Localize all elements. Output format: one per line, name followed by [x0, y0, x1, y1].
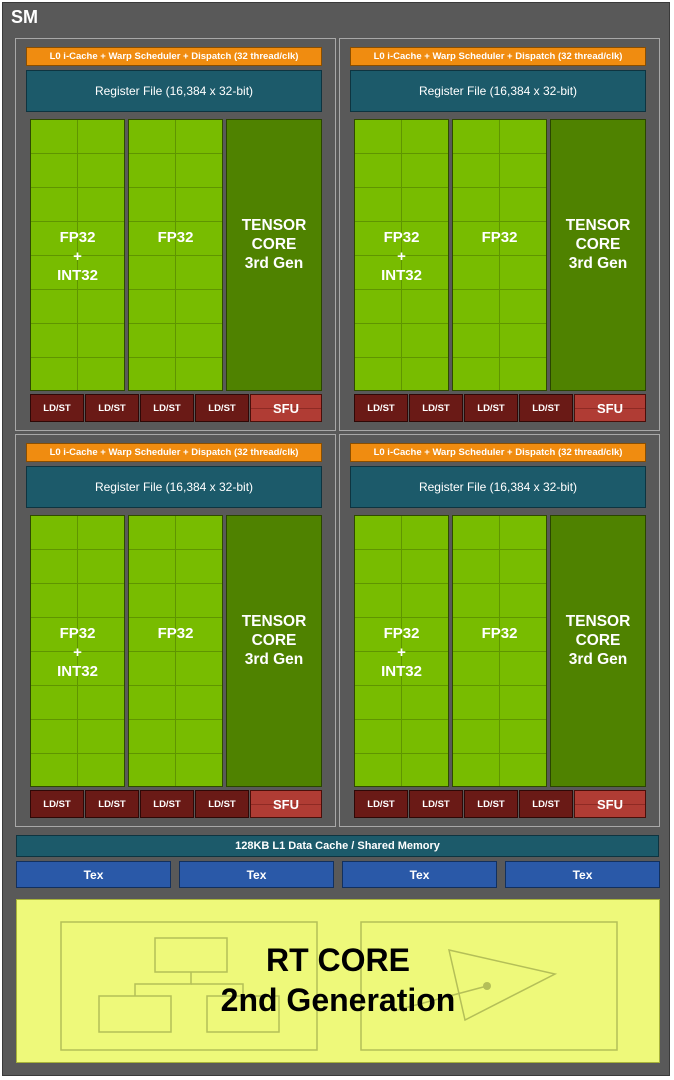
ldst-unit: LD/ST	[30, 394, 84, 422]
fp32-int32-core: FP32 + INT32	[30, 119, 125, 391]
processing-block-1: L0 i-Cache + Warp Scheduler + Dispatch (…	[15, 38, 336, 431]
ldst-unit: LD/ST	[519, 394, 573, 422]
intersection-panel-outline	[360, 921, 618, 1051]
register-file: Register File (16,384 x 32-bit)	[26, 70, 322, 112]
dispatch-unit: L0 i-Cache + Warp Scheduler + Dispatch (…	[26, 47, 322, 66]
rt-core-label: RT CORE 2nd Generation	[220, 942, 456, 1018]
dispatch-unit: L0 i-Cache + Warp Scheduler + Dispatch (…	[26, 443, 322, 462]
dispatch-unit: L0 i-Cache + Warp Scheduler + Dispatch (…	[350, 443, 646, 462]
ldst-unit: LD/ST	[354, 394, 408, 422]
tex-unit: Tex	[505, 861, 660, 888]
fp32-label: FP32	[157, 229, 194, 246]
ldst-unit: LD/ST	[85, 790, 139, 818]
sm-title: SM	[11, 7, 38, 27]
fp32-label: FP32	[157, 625, 194, 642]
fp32-core: FP32	[452, 119, 547, 391]
processing-block-3: L0 i-Cache + Warp Scheduler + Dispatch (…	[15, 434, 336, 827]
tex-unit: Tex	[179, 861, 334, 888]
l1-data-cache: 128KB L1 Data Cache / Shared Memory	[16, 835, 659, 857]
ldst-unit: LD/ST	[464, 394, 518, 422]
ldst-unit: LD/ST	[464, 790, 518, 818]
dispatch-unit: L0 i-Cache + Warp Scheduler + Dispatch (…	[350, 47, 646, 66]
fp32-core: FP32	[128, 515, 223, 787]
fp32-core: FP32	[452, 515, 547, 787]
ldst-unit: LD/ST	[409, 394, 463, 422]
ldst-unit: LD/ST	[409, 790, 463, 818]
fp32-int32-label: FP32 + INT32	[381, 625, 422, 680]
sfu-unit: SFU	[574, 394, 646, 422]
register-file: Register File (16,384 x 32-bit)	[350, 466, 646, 508]
tensor-core-label: TENSOR CORE 3rd Gen	[565, 613, 631, 668]
fp32-int32-label: FP32 + INT32	[57, 229, 98, 284]
tensor-core: TENSOR CORE 3rd Gen	[226, 119, 322, 391]
ldst-unit: LD/ST	[140, 394, 194, 422]
triangle-shape	[448, 949, 558, 1022]
ldst-unit: LD/ST	[354, 790, 408, 818]
tensor-core-label: TENSOR CORE 3rd Gen	[241, 217, 307, 272]
sfu-unit: SFU	[250, 394, 322, 422]
processing-block-4: L0 i-Cache + Warp Scheduler + Dispatch (…	[339, 434, 660, 827]
tensor-core: TENSOR CORE 3rd Gen	[550, 119, 646, 391]
rt-core: RT CORE 2nd Generation	[16, 899, 660, 1063]
fp32-int32-core: FP32 + INT32	[354, 119, 449, 391]
tex-unit: Tex	[16, 861, 171, 888]
sfu-unit: SFU	[250, 790, 322, 818]
tensor-core-label: TENSOR CORE 3rd Gen	[241, 613, 307, 668]
bvh-panel-outline	[60, 921, 318, 1051]
fp32-int32-core: FP32 + INT32	[30, 515, 125, 787]
sfu-unit: SFU	[574, 790, 646, 818]
register-file: Register File (16,384 x 32-bit)	[26, 466, 322, 508]
tex-unit: Tex	[342, 861, 497, 888]
ldst-unit: LD/ST	[85, 394, 139, 422]
fp32-label: FP32	[481, 229, 518, 246]
ldst-unit: LD/ST	[140, 790, 194, 818]
fp32-label: FP32	[481, 625, 518, 642]
tensor-core: TENSOR CORE 3rd Gen	[226, 515, 322, 787]
tensor-core: TENSOR CORE 3rd Gen	[550, 515, 646, 787]
tensor-core-label: TENSOR CORE 3rd Gen	[565, 217, 631, 272]
register-file: Register File (16,384 x 32-bit)	[350, 70, 646, 112]
ldst-unit: LD/ST	[519, 790, 573, 818]
bvh-edge-left	[134, 972, 192, 996]
processing-block-2: L0 i-Cache + Warp Scheduler + Dispatch (…	[339, 38, 660, 431]
fp32-int32-label: FP32 + INT32	[57, 625, 98, 680]
ldst-unit: LD/ST	[195, 790, 249, 818]
fp32-int32-core: FP32 + INT32	[354, 515, 449, 787]
fp32-core: FP32	[128, 119, 223, 391]
fp32-int32-label: FP32 + INT32	[381, 229, 422, 284]
ldst-unit: LD/ST	[30, 790, 84, 818]
bvh-edge-right	[191, 983, 244, 996]
hit-point	[483, 982, 491, 990]
rt-core-illustration	[60, 921, 618, 1051]
ray-line	[396, 985, 488, 1011]
ldst-unit: LD/ST	[195, 394, 249, 422]
